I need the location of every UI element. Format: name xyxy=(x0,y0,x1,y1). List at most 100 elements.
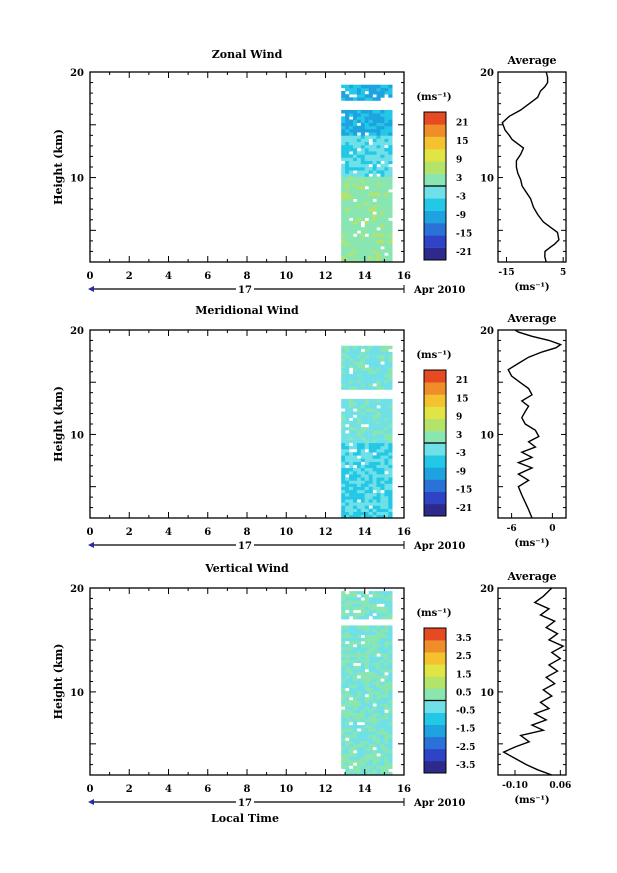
heatmap-cell xyxy=(372,110,377,114)
date-marker xyxy=(88,799,94,805)
heatmap-cell xyxy=(368,198,373,203)
heatmap-cell xyxy=(360,417,365,422)
heatmap-cell xyxy=(364,697,369,701)
heatmap-cell xyxy=(368,753,373,757)
heatmap-cell xyxy=(353,656,358,660)
heatmap-cell xyxy=(345,461,350,465)
heatmap-cell xyxy=(388,662,393,667)
heatmap-cell xyxy=(376,489,381,494)
heatmap-cell xyxy=(360,508,365,512)
heatmap-cell xyxy=(360,420,365,425)
heatmap-cell xyxy=(380,87,385,92)
heatmap-cell xyxy=(372,750,377,754)
heatmap-cell xyxy=(341,233,346,237)
heatmap-cell xyxy=(376,499,381,503)
heatmap-cell xyxy=(376,690,381,695)
colorbar-tick-label: 9 xyxy=(456,413,462,423)
heatmap-cell xyxy=(380,508,385,512)
colorbar-swatch xyxy=(424,430,446,444)
heatmap-cell xyxy=(388,486,393,491)
heatmap-cell xyxy=(376,377,381,381)
heatmap-cell xyxy=(384,220,389,225)
heatmap-cell xyxy=(368,116,373,120)
heatmap-cell xyxy=(388,641,393,645)
heatmap-cell xyxy=(388,195,393,199)
heatmap-cell xyxy=(364,637,369,642)
colorbar-tick-label: -3.5 xyxy=(456,761,475,771)
heatmap-cell xyxy=(368,246,373,250)
heatmap-cell xyxy=(368,496,373,500)
heatmap-cell xyxy=(356,433,362,437)
heatmap-cell xyxy=(341,616,346,620)
heatmap-cell xyxy=(384,467,389,472)
heatmap-cell xyxy=(384,650,389,654)
heatmap-cell xyxy=(345,499,350,503)
heatmap-cell xyxy=(388,373,393,378)
heatmap-cell xyxy=(372,771,377,776)
heatmap-cell xyxy=(349,439,354,444)
heatmap-cell xyxy=(345,756,350,760)
heatmap-cell xyxy=(360,405,365,409)
x-tick-label: 6 xyxy=(204,784,211,795)
date-marker xyxy=(88,286,94,292)
heatmap-cell xyxy=(341,734,346,738)
heatmap-cell xyxy=(384,198,389,203)
heatmap-cell xyxy=(356,480,362,484)
heatmap-cell xyxy=(360,740,365,745)
heatmap-cell xyxy=(345,402,350,406)
heatmap-cell xyxy=(380,398,385,403)
heatmap-cell xyxy=(388,681,393,685)
colorbar-swatch xyxy=(424,491,446,505)
heatmap-cell xyxy=(349,597,354,601)
heatmap-cell xyxy=(356,461,362,465)
heatmap-cell xyxy=(356,386,362,390)
heatmap-cell xyxy=(372,420,377,425)
heatmap-cell xyxy=(384,681,389,685)
heatmap-cell xyxy=(364,110,369,114)
heatmap-cell xyxy=(380,471,385,475)
heatmap-cell xyxy=(376,709,381,713)
heatmap-cell xyxy=(360,402,365,406)
heatmap-cell xyxy=(380,771,385,776)
heatmap-cell xyxy=(376,616,381,620)
heatmap-cell xyxy=(372,220,377,225)
heatmap-cell xyxy=(380,499,385,503)
heatmap-cell xyxy=(356,420,362,425)
heatmap-cell xyxy=(368,186,373,190)
profile-frame xyxy=(497,329,567,519)
heatmap-cell xyxy=(380,722,385,726)
heatmap-cell xyxy=(384,684,389,688)
y-tick-label: 20 xyxy=(70,326,84,337)
heatmap-cell xyxy=(360,759,365,763)
heatmap-cell xyxy=(364,486,369,491)
heatmap-cell xyxy=(368,380,373,384)
heatmap-cell xyxy=(353,458,358,462)
heatmap-cell xyxy=(388,129,393,133)
heatmap-cell xyxy=(368,634,373,639)
heatmap-cell xyxy=(356,737,362,741)
x-tick-label: 14 xyxy=(358,527,372,538)
heatmap-cell xyxy=(349,179,354,184)
heatmap-cell xyxy=(368,439,373,444)
heatmap-cell xyxy=(356,186,362,190)
heatmap-cell xyxy=(360,700,365,704)
colorbar-swatch xyxy=(424,688,446,701)
heatmap-cell xyxy=(364,398,369,403)
heatmap-cell xyxy=(372,125,377,130)
heatmap-cell xyxy=(372,132,377,136)
heatmap-cell xyxy=(388,452,393,456)
heatmap-cell xyxy=(372,675,377,679)
colorbar-tick-label: -15 xyxy=(456,486,472,496)
heatmap-cell xyxy=(360,192,365,196)
heatmap-cell xyxy=(345,361,350,365)
profile-x-tick-label: 0 xyxy=(549,524,555,534)
heatmap-cell xyxy=(388,436,393,440)
heatmap-cell xyxy=(345,600,350,604)
heatmap-cell xyxy=(353,217,358,222)
colorbar-tick-label: 3.5 xyxy=(456,634,472,644)
heatmap-cell xyxy=(388,461,393,465)
heatmap-cell xyxy=(360,647,365,651)
heatmap-cell xyxy=(368,684,373,688)
profile-y-tick-label: 10 xyxy=(480,430,494,441)
heatmap-cell xyxy=(376,600,381,604)
